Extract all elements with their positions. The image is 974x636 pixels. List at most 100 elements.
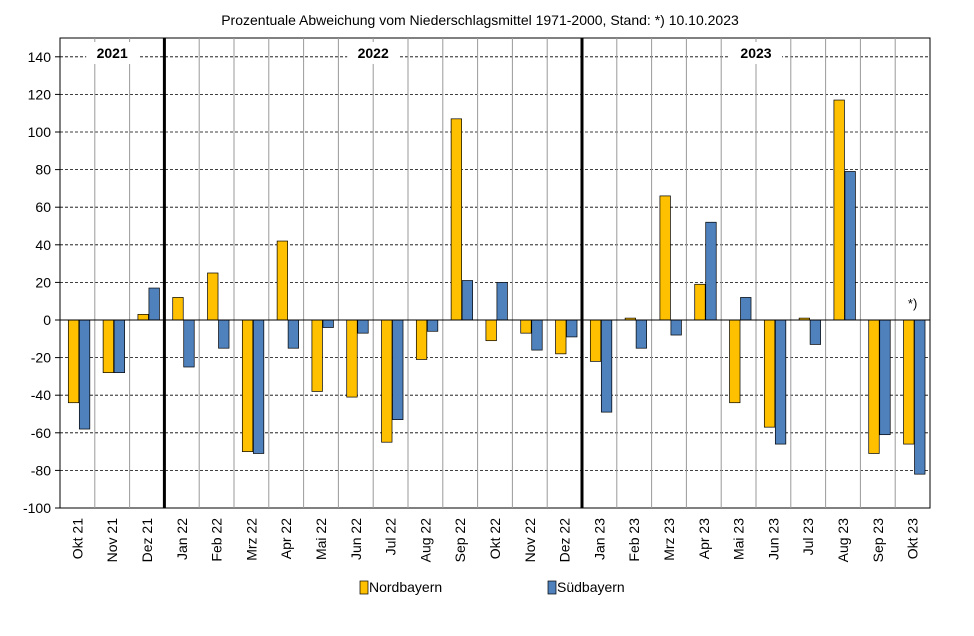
bar-sdbayern-7 — [322, 319, 334, 328]
bar-sdbayern-18 — [705, 221, 717, 321]
x-tick-label: Jan 23 — [591, 518, 607, 560]
bar-sdbayern-14 — [566, 319, 578, 338]
bar-nordbayern-1 — [102, 319, 114, 373]
x-tick-label: Jun 23 — [765, 518, 781, 560]
bar-sdbayern-24 — [914, 319, 926, 475]
bar-nordbayern-22 — [833, 99, 845, 321]
bar-sdbayern-23 — [879, 319, 891, 436]
bar-sdbayern-8 — [357, 319, 369, 334]
bar-nordbayern-7 — [311, 319, 323, 392]
bar-nordbayern-24 — [903, 319, 915, 445]
x-tick-label: Okt 22 — [487, 518, 503, 559]
y-tick-label: 60 — [35, 199, 51, 215]
y-tick-label: -100 — [23, 500, 51, 516]
y-tick-label: 80 — [35, 162, 51, 178]
x-tick-label: Aug 23 — [835, 518, 851, 563]
legend-swatch — [547, 580, 557, 595]
year-label-bg — [86, 42, 139, 64]
bar-sdbayern-12 — [496, 282, 508, 321]
bar-sdbayern-10 — [426, 319, 439, 332]
bar-nordbayern-6 — [276, 240, 288, 321]
bar-nordbayern-23 — [868, 319, 880, 454]
y-tick-label: 0 — [43, 312, 51, 328]
x-tick-label: Jul 22 — [383, 518, 399, 556]
chart-title: Prozentuale Abweichung vom Niederschlags… — [221, 12, 739, 28]
x-tick-label: Dez 21 — [139, 518, 155, 563]
bar-nordbayern-17 — [659, 195, 671, 321]
bar-nordbayern-19 — [729, 319, 741, 404]
x-tick-label: Okt 23 — [905, 518, 921, 559]
x-tick-label: Apr 22 — [278, 518, 294, 559]
year-label: 2023 — [740, 45, 771, 61]
x-tick-label: Nov 22 — [522, 518, 538, 563]
x-tick-label: Jul 23 — [800, 518, 816, 556]
bar-sdbayern-3 — [183, 319, 195, 368]
x-tick-label: Dez 22 — [557, 518, 573, 563]
y-tick-label: -60 — [31, 425, 51, 441]
x-tick-label: Mrz 23 — [661, 518, 677, 561]
bar-sdbayern-19 — [740, 297, 752, 321]
plot-area — [59, 37, 931, 509]
x-tick-label: Nov 21 — [104, 518, 120, 563]
grid-layer — [60, 38, 930, 508]
bar-sdbayern-6 — [287, 319, 299, 349]
x-tick-label: Okt 21 — [69, 518, 85, 559]
bar-sdbayern-0 — [78, 319, 91, 430]
bar-nordbayern-9 — [381, 319, 393, 443]
x-tick-label: Jun 22 — [348, 518, 364, 560]
bar-sdbayern-5 — [252, 319, 265, 454]
x-tick-label: Feb 22 — [209, 518, 225, 562]
x-tick-label: Mai 23 — [731, 518, 747, 560]
bar-nordbayern-13 — [520, 319, 532, 334]
legend-label: Südbayern — [557, 579, 625, 595]
x-tick-label: Mrz 22 — [243, 518, 259, 561]
axis-layer: -100 -80 -60 -40 -20 0 20 40 60 80 100 120 140 2021 20… — [23, 38, 930, 562]
bar-nordbayern-18 — [694, 283, 706, 321]
y-tick-label: 20 — [35, 274, 51, 290]
x-tick-label: Jan 22 — [174, 518, 190, 560]
legend-swatch — [359, 580, 369, 595]
x-tick-label: Mai 22 — [313, 518, 329, 560]
bar-sdbayern-16 — [635, 319, 647, 349]
annotation: *) — [908, 296, 917, 311]
bar-nordbayern-0 — [67, 319, 80, 404]
year-label-bg — [730, 42, 782, 64]
bar-nordbayern-5 — [241, 319, 254, 452]
bar-sdbayern-11 — [461, 280, 473, 321]
bar-nordbayern-2 — [137, 314, 149, 321]
x-tick-label: Feb 23 — [626, 518, 642, 562]
bar-sdbayern-9 — [392, 319, 404, 420]
legend: Nordbayern Südbayern — [359, 579, 625, 595]
bar-sdbayern-22 — [844, 171, 856, 321]
bar-nordbayern-20 — [763, 319, 776, 428]
legend-label: Nordbayern — [369, 579, 442, 595]
x-tick-label: Sep 23 — [870, 518, 886, 563]
bar-nordbayern-12 — [485, 319, 497, 342]
y-tick-label: -40 — [31, 387, 51, 403]
bar-nordbayern-11 — [450, 118, 462, 321]
y-tick-label: 100 — [28, 124, 52, 140]
bar-nordbayern-8 — [346, 319, 358, 398]
bars-layer — [67, 99, 926, 475]
x-tick-label: Aug 22 — [417, 518, 433, 563]
bar-sdbayern-1 — [113, 319, 125, 373]
y-tick-label: 140 — [28, 49, 52, 65]
x-tick-label: Sep 22 — [452, 518, 468, 563]
bar-sdbayern-4 — [218, 319, 230, 349]
bar-nordbayern-3 — [172, 297, 184, 321]
x-tick-label: Apr 23 — [696, 518, 712, 559]
bar-sdbayern-17 — [670, 319, 682, 336]
y-tick-label: 40 — [35, 237, 51, 253]
y-tick-label: 120 — [28, 86, 52, 102]
year-label: 2021 — [97, 45, 128, 61]
bar-nordbayern-15 — [589, 319, 602, 362]
y-tick-label: -80 — [31, 462, 51, 478]
bar-nordbayern-14 — [555, 319, 567, 355]
year-label: 2022 — [358, 45, 389, 61]
bar-sdbayern-13 — [531, 319, 543, 351]
bar-nordbayern-10 — [415, 319, 428, 360]
bar-sdbayern-2 — [148, 287, 160, 321]
bar-nordbayern-4 — [207, 272, 219, 321]
